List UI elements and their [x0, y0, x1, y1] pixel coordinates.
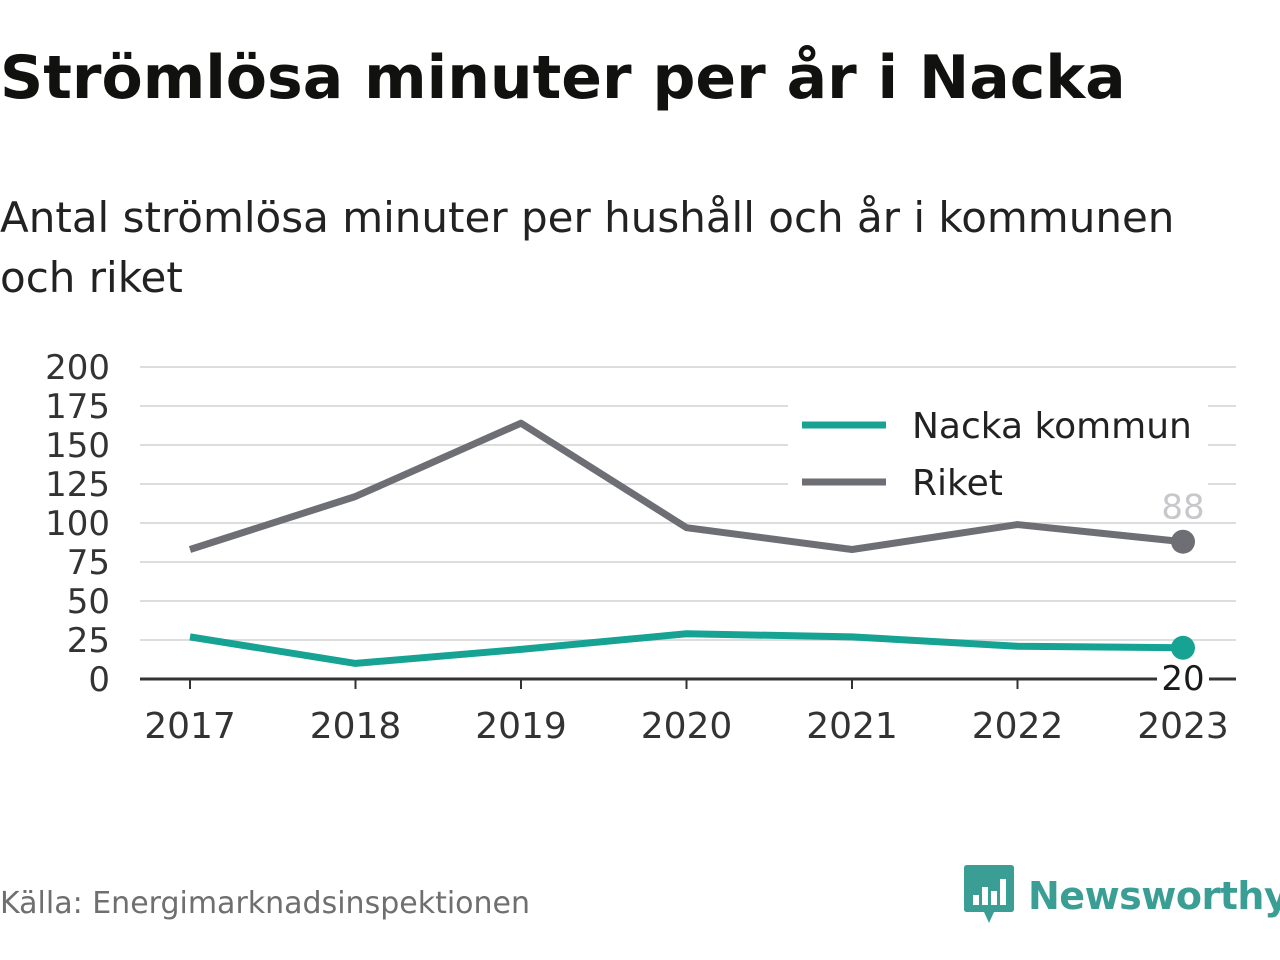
- end-label-riket: 88: [1161, 488, 1204, 528]
- legend: Nacka kommun Riket: [788, 398, 1208, 510]
- x-tick-label: 2023: [1137, 706, 1229, 747]
- y-tick-label: 175: [45, 387, 110, 427]
- y-tick-label: 25: [67, 621, 110, 661]
- legend-background: [788, 398, 1208, 510]
- y-tick-label: 100: [45, 504, 110, 544]
- y-tick-label: 75: [67, 543, 110, 583]
- y-tick-label: 200: [45, 348, 110, 388]
- data-point: [1171, 635, 1195, 660]
- legend-label: Riket: [912, 463, 1003, 504]
- newsworthy-logo-icon: [964, 865, 1014, 923]
- y-tick-label: 150: [45, 426, 110, 466]
- source-note: Källa: Energimarknadsinspektionen: [0, 886, 531, 921]
- y-tick-label: 0: [88, 660, 110, 700]
- end-label-background: [1157, 661, 1209, 696]
- series-line-riket: [188, 419, 1184, 554]
- x-tick-label: 2022: [972, 706, 1064, 747]
- y-tick-label: 125: [45, 465, 110, 505]
- brand-logo[interactable]: Newsworthy: [964, 864, 1280, 928]
- series-line-nacka-kommun: [189, 630, 1184, 667]
- x-tick-label: 2019: [475, 706, 567, 747]
- data-point: [1171, 529, 1195, 554]
- chart-subtitle: Antal strömlösa minuter per hushåll och …: [0, 193, 1175, 302]
- x-tick-label: 2020: [641, 706, 733, 747]
- brand-name: Newsworthy: [1028, 874, 1280, 918]
- y-tick-label: 50: [67, 582, 110, 622]
- end-label-background: [1157, 487, 1209, 522]
- chart-title: Strömlösa minuter per år i Nacka: [0, 43, 1126, 113]
- legend-label: Nacka kommun: [912, 406, 1192, 447]
- x-tick-label: 2021: [806, 706, 898, 747]
- x-tick-label: 2018: [310, 706, 402, 747]
- x-axis-ticks: 2017 2018 2019 2020 2021 2022 2023: [140, 677, 1236, 747]
- x-tick-label: 2017: [144, 706, 236, 747]
- series-lines: [188, 419, 1195, 667]
- end-label-nacka-kommun: 20: [1161, 659, 1204, 699]
